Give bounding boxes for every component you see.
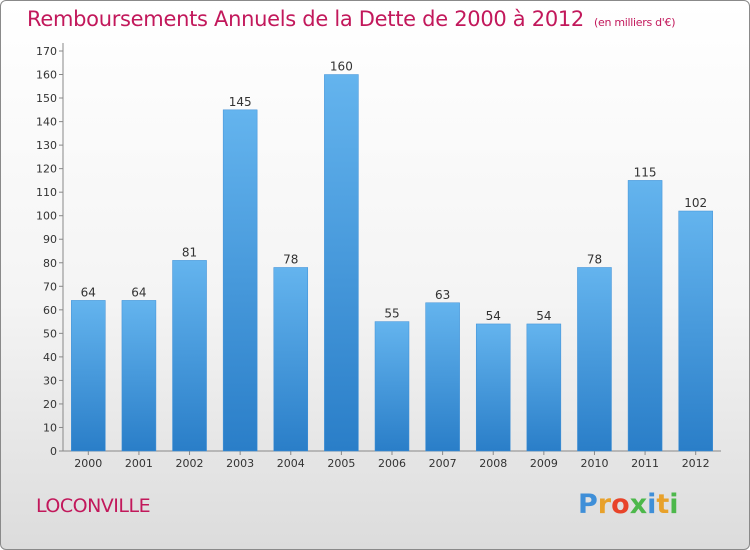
y-tick-label: 110 [36,186,57,199]
bar-2006 [374,321,410,452]
logo-letter: r [597,489,612,520]
bar-2008 [475,323,511,452]
value-label-2012: 102 [684,196,707,210]
value-label-2010: 78 [587,252,602,266]
proxiti-logo[interactable]: Proxiti [578,489,679,520]
x-tick-label-2001: 2001 [125,457,153,470]
logo-letter: P [578,489,598,520]
x-tick-label-2007: 2007 [429,457,457,470]
y-tick-label: 170 [36,45,57,58]
bar-2012 [678,210,713,452]
y-tick-label: 120 [36,163,57,176]
y-tick-label: 130 [36,139,57,152]
x-tick-label-2011: 2011 [631,457,659,470]
city-name: LOCONVILLE [36,495,151,517]
x-tick-label-2003: 2003 [226,457,254,470]
y-tick-label: 90 [43,233,57,246]
y-tick-label: 70 [43,280,57,293]
value-label-2007: 63 [435,288,450,302]
x-tick-label-2002: 2002 [176,457,204,470]
value-label-2000: 64 [81,285,96,299]
bar-2003 [222,109,258,452]
bar-2001 [121,300,157,452]
logo-letter: t [656,489,670,520]
x-tick-label-2008: 2008 [479,457,507,470]
value-label-2004: 78 [283,252,298,266]
y-tick-label: 160 [36,69,57,82]
logo-letter: x [629,489,648,520]
x-tick-label-2009: 2009 [530,457,558,470]
bar-2011 [627,180,663,452]
y-tick-label: 140 [36,116,57,129]
y-tick-label: 50 [43,327,57,340]
y-tick-label: 10 [43,421,57,434]
chart-axes: 0 10 20 30 40 50 60 70 80 90 100 110 120 130 140 150 160… [36,43,721,470]
bar-2000 [71,300,106,452]
y-tick-label: 30 [43,374,57,387]
y-tick-label: 80 [43,257,57,270]
value-label-2011: 115 [634,165,657,179]
y-tick-label: 100 [36,210,57,223]
y-tick-label: 60 [43,304,57,317]
title-text: Remboursements Annuels de la Dette de 20… [27,7,584,31]
logo-letter: i [669,489,679,520]
x-tick-label-2005: 2005 [327,457,355,470]
value-label-2002: 81 [182,245,197,259]
bar-2010 [577,267,612,452]
bar-2005 [324,74,359,452]
chart-title: Remboursements Annuels de la Dette de 20… [27,7,675,31]
y-tick-label: 150 [36,92,57,105]
x-tick-label-2006: 2006 [378,457,406,470]
value-label-2001: 64 [131,285,146,299]
value-label-2008: 54 [486,309,501,323]
bar-2007 [425,302,460,452]
chart-subtitle: (en milliers d'€) [594,16,676,29]
x-tick-label-2004: 2004 [277,457,305,470]
y-tick-label: 20 [43,398,57,411]
value-label-2003: 145 [229,95,252,109]
value-label-2009: 54 [536,309,551,323]
x-tick-label-2010: 2010 [580,457,608,470]
value-label-2006: 55 [384,307,399,321]
x-tick-label-2000: 2000 [74,457,102,470]
x-tick-label-2012: 2012 [682,457,710,470]
value-label-2005: 160 [330,60,353,74]
logo-letter: o [611,489,630,520]
y-tick-label: 40 [43,351,57,364]
logo-letter: i [647,489,657,520]
chart-bars: 64 64 81 145 78 160 55 63 54 54 78 115 102 [71,60,713,452]
bar-2004 [273,267,309,452]
y-tick-label: 0 [50,445,57,458]
bar-2002 [172,260,207,452]
bar-2009 [526,323,562,452]
